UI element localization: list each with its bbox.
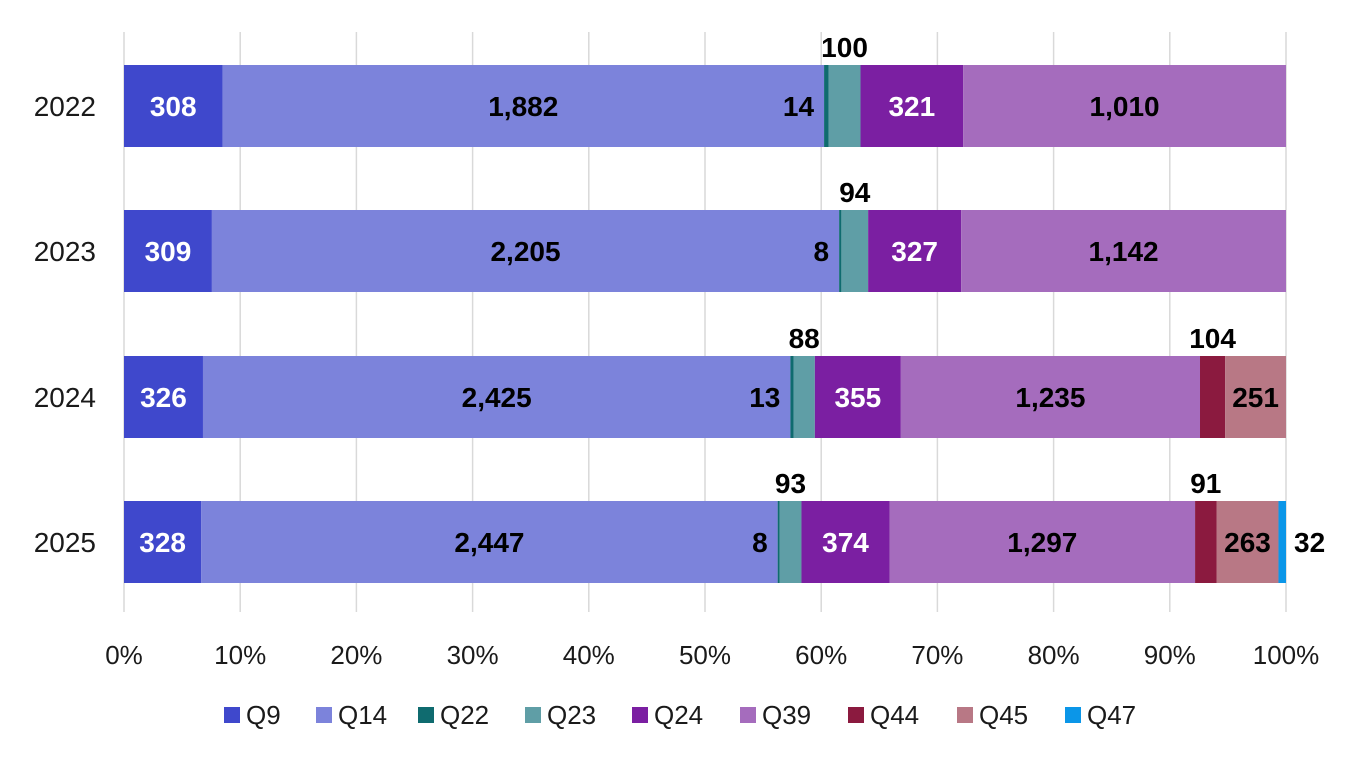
- legend-swatch-q22: [418, 707, 434, 723]
- category-label: 2022: [34, 91, 96, 122]
- data-label-q22: 8: [752, 527, 768, 558]
- data-label-q45: 263: [1224, 527, 1271, 558]
- x-axis-ticks: 0% 10% 20% 30% 40% 50% 60% 70% 80% 90% 100%: [105, 640, 1319, 670]
- bar-segment-q23: [841, 210, 869, 292]
- data-label-q24: 374: [822, 527, 869, 558]
- data-label-q47: 32: [1294, 527, 1325, 558]
- bar-segment-q23: [793, 356, 815, 438]
- x-tick-label: 10%: [214, 640, 266, 670]
- legend-swatch-q44: [848, 707, 864, 723]
- data-label-q39: 1,142: [1089, 236, 1159, 267]
- data-label-q24: 327: [891, 236, 938, 267]
- bar-segment-q22: [839, 210, 842, 292]
- bar-segment-q47: [1278, 501, 1286, 583]
- data-label-q44: 104: [1189, 323, 1236, 354]
- bar-segment-q44: [1195, 501, 1217, 583]
- legend-label: Q45: [979, 700, 1028, 730]
- legend-swatch-q47: [1065, 707, 1081, 723]
- bar-segment-q24: [801, 501, 890, 583]
- category-label: 2025: [34, 527, 96, 558]
- bar-segment-q45: [1225, 356, 1286, 438]
- data-label-q14: 2,447: [454, 527, 524, 558]
- bar-segment-q39: [889, 501, 1196, 583]
- data-label-q39: 1,010: [1090, 91, 1160, 122]
- bar-segment-q9: [124, 501, 202, 583]
- bar-segment-q39: [961, 210, 1286, 292]
- legend-label: Q22: [440, 700, 489, 730]
- bar-segment-q45: [1216, 501, 1279, 583]
- data-label-q14: 2,205: [490, 236, 560, 267]
- bar-segment-q22: [777, 501, 780, 583]
- data-label-q14: 1,882: [488, 91, 558, 122]
- bar-segment-q24: [814, 356, 901, 438]
- bar-segment-q23: [779, 501, 802, 583]
- legend-label: Q9: [246, 700, 281, 730]
- bars: [124, 65, 1286, 583]
- bar-segment-q9: [124, 65, 223, 147]
- data-label-q23: 100: [821, 32, 868, 63]
- x-tick-label: 70%: [911, 640, 963, 670]
- legend-label: Q24: [654, 700, 703, 730]
- data-label-q22: 14: [783, 91, 815, 122]
- bar-segment-q23: [828, 65, 861, 147]
- bar-segment-q39: [963, 65, 1286, 147]
- bar-segment-q9: [124, 356, 203, 438]
- data-label-q22: 13: [749, 382, 780, 413]
- x-tick-label: 90%: [1144, 640, 1196, 670]
- bar-segment-q14: [211, 210, 840, 292]
- legend-label: Q39: [762, 700, 811, 730]
- category-label: 2023: [34, 236, 96, 267]
- x-tick-label: 0%: [105, 640, 143, 670]
- legend-swatch-q45: [957, 707, 973, 723]
- legend-swatch-q24: [632, 707, 648, 723]
- x-tick-label: 60%: [795, 640, 847, 670]
- data-label-q22: 8: [814, 236, 830, 267]
- legend-swatch-q9: [224, 707, 240, 723]
- category-labels: 2022 2023 2024 2025: [34, 91, 96, 558]
- x-tick-label: 40%: [563, 640, 615, 670]
- legend-swatch-q14: [316, 707, 332, 723]
- bar-segment-q44: [1200, 356, 1226, 438]
- data-label-q44: 91: [1190, 468, 1221, 499]
- bar-segment-q24: [868, 210, 962, 292]
- bar-segment-q39: [900, 356, 1201, 438]
- data-label-q9: 326: [140, 382, 187, 413]
- data-label-q39: 1,297: [1007, 527, 1077, 558]
- data-label-q14: 2,425: [462, 382, 532, 413]
- legend: Q9 Q14 Q22 Q23 Q24 Q39 Q44 Q45 Q47: [224, 700, 1136, 730]
- bar-segment-q24: [860, 65, 964, 147]
- legend-swatch-q23: [525, 707, 541, 723]
- data-label-q23: 93: [775, 468, 806, 499]
- data-label-q9: 309: [145, 236, 192, 267]
- legend-label: Q14: [338, 700, 387, 730]
- x-tick-label: 50%: [679, 640, 731, 670]
- legend-label: Q47: [1087, 700, 1136, 730]
- bar-segment-q22: [790, 356, 794, 438]
- bar-segment-q22: [824, 65, 829, 147]
- x-tick-label: 20%: [330, 640, 382, 670]
- bar-segment-q9: [124, 210, 212, 292]
- data-label-q24: 355: [834, 382, 881, 413]
- data-label-q9: 328: [139, 527, 186, 558]
- bar-segment-q14: [201, 501, 778, 583]
- legend-swatch-q39: [740, 707, 756, 723]
- data-label-q9: 308: [150, 91, 197, 122]
- bar-segment-q14: [222, 65, 825, 147]
- data-label-q23: 88: [789, 323, 820, 354]
- legend-label: Q23: [547, 700, 596, 730]
- data-label-q24: 321: [888, 91, 935, 122]
- data-label-q23: 94: [839, 177, 871, 208]
- x-tick-label: 80%: [1028, 640, 1080, 670]
- data-label-q45: 251: [1232, 382, 1279, 413]
- legend-label: Q44: [870, 700, 919, 730]
- category-label: 2024: [34, 382, 96, 413]
- bar-segment-q14: [202, 356, 791, 438]
- data-label-q39: 1,235: [1015, 382, 1085, 413]
- x-tick-label: 30%: [447, 640, 499, 670]
- x-tick-label: 100%: [1253, 640, 1320, 670]
